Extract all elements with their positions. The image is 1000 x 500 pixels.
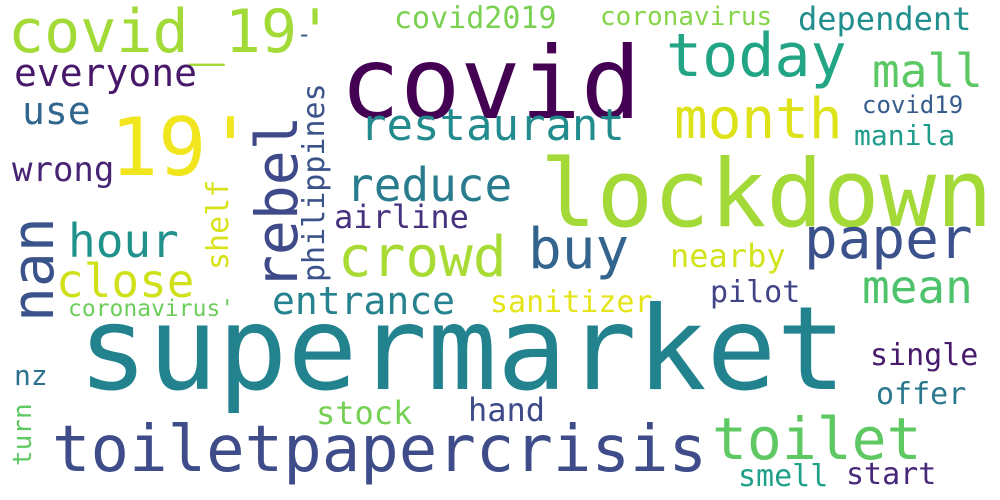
word: today	[666, 21, 847, 91]
word: manila	[854, 119, 956, 152]
word: pilot	[710, 275, 801, 310]
word: covid	[340, 25, 642, 142]
word: lockdown	[540, 140, 993, 249]
word: nan	[0, 217, 67, 322]
word: toiletpapercrisis	[52, 413, 708, 487]
word: hand	[468, 391, 546, 429]
word: turn	[8, 403, 38, 466]
word: buy	[528, 217, 630, 282]
word: stock	[316, 394, 413, 432]
word: smell	[738, 459, 829, 494]
word: covid_19'	[8, 0, 334, 67]
word: start	[846, 457, 937, 492]
word: supermarket	[78, 282, 847, 417]
word: nearby	[670, 237, 786, 275]
word: -	[297, 20, 312, 48]
word: reduce	[346, 158, 513, 212]
word: shelf	[201, 179, 236, 270]
word: month	[674, 87, 843, 152]
word: entrance	[272, 279, 456, 323]
word: covid2019	[394, 1, 557, 36]
word: sanitizer	[490, 285, 653, 320]
word: airline	[334, 198, 469, 236]
word: philippines	[297, 83, 332, 282]
word: single	[870, 338, 979, 373]
word: 19'	[110, 101, 255, 194]
word: mean	[862, 260, 973, 314]
word: covid19	[862, 91, 964, 119]
word: dependent	[798, 0, 972, 38]
word: paper	[804, 207, 973, 272]
word: coronavirus'	[68, 296, 235, 322]
word: use	[22, 89, 91, 133]
word: close	[56, 254, 195, 308]
word: wrong	[12, 150, 115, 190]
word: crowd	[338, 225, 507, 290]
word: hour	[68, 214, 179, 268]
word: offer	[876, 377, 967, 412]
word: nz	[14, 359, 48, 392]
word: everyone	[14, 51, 198, 95]
word: toilet	[712, 405, 922, 473]
word: restaurant	[360, 100, 625, 151]
word: mall	[872, 44, 983, 98]
word: coronavirus	[600, 2, 773, 32]
